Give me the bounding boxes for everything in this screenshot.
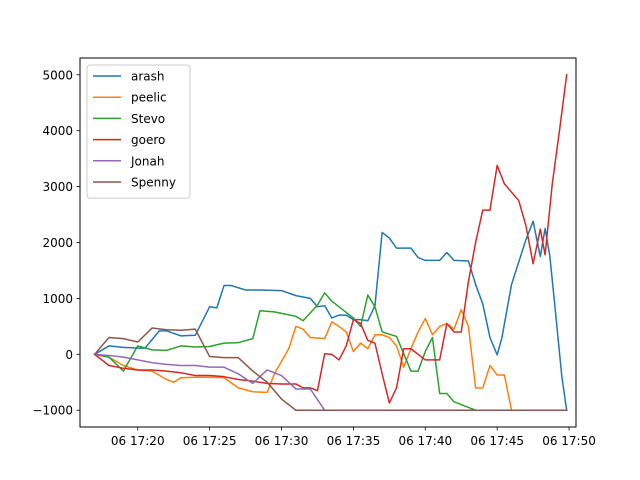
x-tick-label: 06 17:30 <box>255 434 309 448</box>
legend: arash peelic Stevo goero Jonah Spenny <box>86 64 191 199</box>
y-axis: −1000 0 1000 2000 3000 4000 5000 <box>32 68 80 418</box>
y-tick-label: −1000 <box>32 404 73 418</box>
y-tick-label: 4000 <box>42 124 73 138</box>
legend-label-jonah: Jonah <box>130 154 164 168</box>
legend-label-peelic: peelic <box>131 91 167 105</box>
x-tick-label: 06 17:20 <box>111 434 165 448</box>
legend-label-stevo: Stevo <box>131 112 165 126</box>
legend-label-goero: goero <box>131 133 165 147</box>
x-tick-label: 06 17:45 <box>470 434 524 448</box>
y-tick-label: 2000 <box>42 236 73 250</box>
x-tick-label: 06 17:40 <box>398 434 452 448</box>
x-tick-label: 06 17:25 <box>183 434 237 448</box>
legend-box <box>86 64 191 199</box>
series-line-arash <box>93 220 568 412</box>
series-line-spenny <box>93 327 568 411</box>
series-line-jonah <box>93 353 568 411</box>
y-tick-label: 0 <box>65 348 73 362</box>
series-line-goero <box>93 73 568 404</box>
x-axis: 06 17:20 06 17:25 06 17:30 06 17:35 06 17:40… <box>111 427 596 448</box>
series-line-stevo <box>93 292 568 411</box>
y-tick-label: 1000 <box>42 292 73 306</box>
y-tick-label: 5000 <box>42 68 73 82</box>
x-tick-label: 06 17:35 <box>327 434 381 448</box>
legend-label-spenny: Spenny <box>131 176 176 190</box>
y-tick-label: 3000 <box>42 180 73 194</box>
series-layer <box>93 73 568 412</box>
legend-label-arash: arash <box>131 70 165 84</box>
x-tick-label: 06 17:50 <box>542 434 596 448</box>
